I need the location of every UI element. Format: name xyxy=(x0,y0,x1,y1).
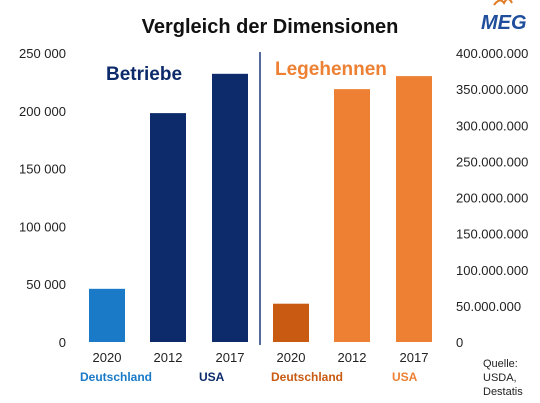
section-label-legehennen: Legehennen xyxy=(275,59,387,80)
right-tick-label: 100.000.000 xyxy=(456,263,528,278)
chart-title: Vergleich der Dimensionen xyxy=(142,16,399,38)
left-tick-label: 100 000 xyxy=(19,219,66,234)
right-tick-label: 300.000.000 xyxy=(456,118,528,133)
meg-logo: MEG xyxy=(481,12,527,34)
betriebe-bars xyxy=(89,73,248,343)
section-label-betriebe: Betriebe xyxy=(106,64,182,85)
x-tick-label: 2012 xyxy=(338,350,367,365)
right-y-axis: 0 50.000.000 100.000.000 150.000.000 200.000… xyxy=(456,46,528,350)
left-tick-label: 0 xyxy=(59,335,66,350)
x-tick-label: 2017 xyxy=(216,350,245,365)
country-label-deutschland-right: Deutschland xyxy=(271,370,343,384)
right-tick-label: 350.000.000 xyxy=(456,82,528,97)
betriebe-bar-2012 xyxy=(150,113,186,342)
source-line-1: Quelle: xyxy=(483,358,518,370)
legehennen-bar-2020 xyxy=(273,303,309,342)
right-tick-label: 200.000.000 xyxy=(456,191,528,206)
right-tick-label: 400.000.000 xyxy=(456,46,528,61)
x-category-labels: 2020 2012 2017 2020 2012 2017 xyxy=(93,350,429,365)
legehennen-bars xyxy=(273,76,432,343)
right-tick-label: 150.000.000 xyxy=(456,227,528,242)
left-tick-label: 200 000 xyxy=(19,104,66,119)
betriebe-bar-2017 xyxy=(212,73,248,343)
legehennen-bar-2012 xyxy=(334,89,370,342)
x-tick-label: 2020 xyxy=(93,350,122,365)
country-label-deutschland-left: Deutschland xyxy=(80,370,152,384)
logo-flame-icon xyxy=(493,0,513,6)
source-line-2: USDA, xyxy=(483,372,517,384)
legehennen-bar-2017 xyxy=(396,76,432,343)
source-line-3: Destatis xyxy=(483,386,523,398)
country-label-usa-left: USA xyxy=(199,370,225,384)
right-tick-label: 0 xyxy=(456,335,463,350)
x-tick-label: 2012 xyxy=(154,350,183,365)
left-tick-label: 50 000 xyxy=(26,277,66,292)
x-tick-label: 2020 xyxy=(277,350,306,365)
left-tick-label: 250 000 xyxy=(19,46,66,61)
right-tick-label: 250.000.000 xyxy=(456,154,528,169)
x-tick-label: 2017 xyxy=(400,350,429,365)
left-y-axis: 0 50 000 100 000 150 000 200 000 250 000 xyxy=(19,46,66,350)
country-label-usa-right: USA xyxy=(392,370,418,384)
betriebe-bar-2020 xyxy=(89,288,125,342)
left-tick-label: 150 000 xyxy=(19,162,66,177)
right-tick-label: 50.000.000 xyxy=(456,299,521,314)
